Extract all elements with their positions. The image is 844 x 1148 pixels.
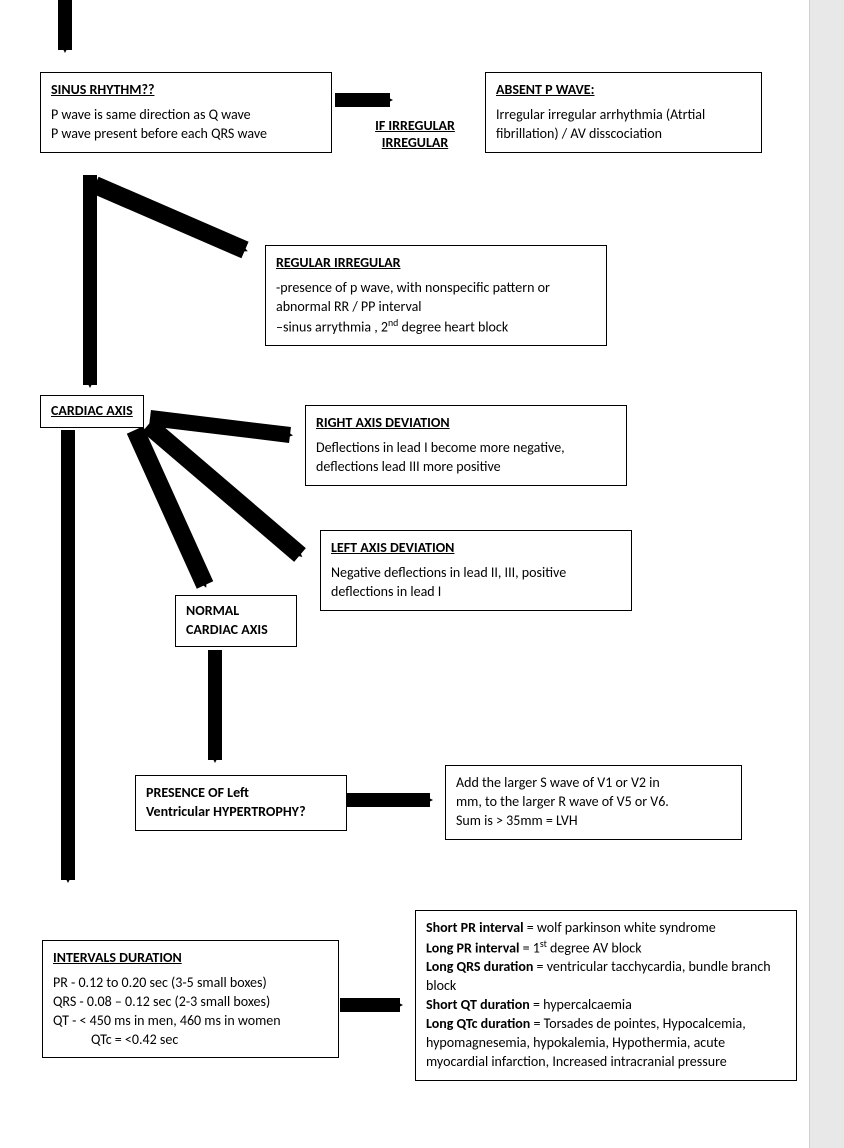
leftaxis-title: LEFT AXIS DEVIATION xyxy=(331,539,621,558)
flowchart-page: SINUS RHYTHM?? P wave is same direction … xyxy=(0,0,844,1148)
intervals-title: INTERVALS DURATION xyxy=(53,949,328,968)
sinus-line2: P wave present before each QRS wave xyxy=(51,125,321,144)
regirr-l2: –sinus arrythmia , 2nd degree heart bloc… xyxy=(276,317,596,338)
regirr-title: REGULAR IRREGULAR xyxy=(276,254,596,273)
out-longqtc: Long QTc duration = Torsades de pointes,… xyxy=(426,1015,786,1072)
sinus-title: SINUS RHYTHM?? xyxy=(51,81,321,100)
intervals-l1: PR - 0.12 to 0.20 sec (3-5 small boxes) xyxy=(53,974,328,993)
absentp-title: ABSENT P WAVE: xyxy=(496,81,751,100)
node-intervals: INTERVALS DURATION PR - 0.12 to 0.20 sec… xyxy=(42,940,339,1058)
lvhcalc-l3: Sum is > 35mm = LVH xyxy=(456,812,731,831)
normalaxis-l1: NORMAL xyxy=(186,602,286,621)
out-shortqt: Short QT duration = hypercalcaemia xyxy=(426,996,786,1015)
normalaxis-l2: CARDIAC AXIS xyxy=(186,621,286,640)
arrow-axis-to-normal xyxy=(135,430,205,585)
lvhcalc-l1: Add the larger S wave of V1 or V2 in xyxy=(456,774,731,793)
absentp-body: Irregular irregular arrhythmia (Atrtial … xyxy=(496,106,751,144)
intervals-l2: QRS - 0.08 – 0.12 sec (2-3 small boxes) xyxy=(53,993,328,1012)
out-longpr: Long PR interval = 1st degree AV block xyxy=(426,938,786,959)
lvhq-l1: PRESENCE OF Left xyxy=(146,784,336,803)
node-cardiac-axis: CARDIAC AXIS xyxy=(40,395,144,428)
arrow-axis-to-left xyxy=(148,425,300,555)
node-sinus-rhythm: SINUS RHYTHM?? P wave is same direction … xyxy=(40,72,332,153)
intervals-l4: QTc = <0.42 sec xyxy=(53,1031,328,1050)
node-lvh-calc: Add the larger S wave of V1 or V2 in mm,… xyxy=(445,765,742,840)
rightaxis-title: RIGHT AXIS DEVIATION xyxy=(316,414,616,433)
out-longqrs: Long QRS duration = ventricular tacchyca… xyxy=(426,958,786,996)
out-shortpr: Short PR interval = wolf parkinson white… xyxy=(426,919,786,938)
node-absent-p: ABSENT P WAVE: Irregular irregular arrhy… xyxy=(485,72,762,153)
label-if-irregular: IF IRREGULAR IRREGULAR xyxy=(365,118,465,152)
arrow-axis-to-right xyxy=(150,418,290,435)
page-sidebar-shadow xyxy=(809,0,844,1148)
arrow-sinus-to-regirr xyxy=(95,185,245,250)
rightaxis-body: Deflections in lead I become more negati… xyxy=(316,439,616,477)
intervals-l3: QT - < 450 ms in men, 460 ms in women xyxy=(53,1012,328,1031)
ifirr-l2: IRREGULAR xyxy=(365,135,465,152)
leftaxis-body: Negative deflections in lead II, III, po… xyxy=(331,564,621,602)
node-normal-axis: NORMAL CARDIAC AXIS xyxy=(175,595,297,647)
node-intervals-outcomes: Short PR interval = wolf parkinson white… xyxy=(415,910,797,1081)
ifirr-l1: IF IRREGULAR xyxy=(365,118,465,135)
node-lvh-question: PRESENCE OF Left Ventricular HYPERTROPHY… xyxy=(135,775,347,831)
node-regular-irregular: REGULAR IRREGULAR -presence of p wave, w… xyxy=(265,245,607,346)
cardiac-axis-title: CARDIAC AXIS xyxy=(51,402,133,421)
node-right-axis: RIGHT AXIS DEVIATION Deflections in lead… xyxy=(305,405,627,486)
lvhq-l2: Ventricular HYPERTROPHY? xyxy=(146,803,336,822)
lvhcalc-l2: mm, to the larger R wave of V5 or V6. xyxy=(456,793,731,812)
sinus-line1: P wave is same direction as Q wave xyxy=(51,106,321,125)
node-left-axis: LEFT AXIS DEVIATION Negative deflections… xyxy=(320,530,632,611)
regirr-l1: -presence of p wave, with nonspecific pa… xyxy=(276,279,596,317)
